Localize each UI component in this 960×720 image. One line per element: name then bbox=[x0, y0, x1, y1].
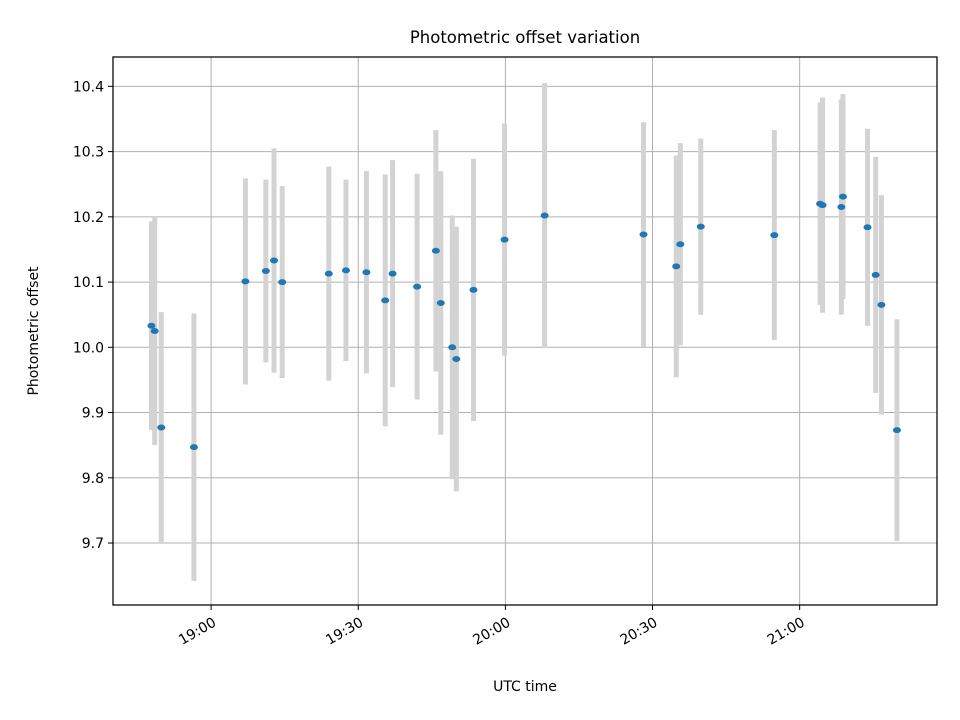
data-point bbox=[696, 223, 705, 230]
y-tick-label: 10.4 bbox=[73, 79, 104, 95]
data-point bbox=[341, 267, 350, 274]
data-point bbox=[324, 270, 333, 277]
data-point bbox=[676, 241, 685, 248]
data-point bbox=[150, 328, 159, 334]
y-tick-label: 10.2 bbox=[73, 210, 104, 226]
y-tick-label: 9.9 bbox=[82, 406, 104, 422]
data-point bbox=[431, 247, 440, 254]
data-point bbox=[469, 286, 478, 293]
data-point bbox=[838, 193, 847, 200]
data-point bbox=[672, 263, 681, 270]
data-point bbox=[241, 278, 250, 285]
y-tick-label: 10.3 bbox=[73, 145, 104, 161]
data-point bbox=[639, 231, 648, 238]
data-point bbox=[362, 269, 371, 276]
y-tick-label: 10.0 bbox=[73, 340, 104, 356]
y-tick-label: 9.8 bbox=[82, 471, 104, 487]
data-point bbox=[818, 202, 827, 209]
data-point bbox=[413, 283, 422, 290]
y-tick-label: 10.1 bbox=[73, 275, 104, 291]
data-point bbox=[157, 424, 166, 431]
data-point bbox=[837, 204, 846, 211]
data-point bbox=[270, 257, 279, 264]
x-axis-label: UTC time bbox=[493, 679, 557, 695]
data-point bbox=[770, 232, 779, 239]
y-axis-ticks: 9.7 9.8 9.9 10.0 10.1 10.2 10.3 10.4 bbox=[73, 79, 113, 552]
chart-title: Photometric offset variation bbox=[410, 28, 640, 47]
data-point bbox=[500, 236, 509, 243]
data-point bbox=[871, 271, 880, 278]
data-point bbox=[147, 322, 156, 329]
data-point bbox=[261, 267, 270, 274]
plot-frame bbox=[112, 56, 938, 606]
data-point bbox=[452, 356, 461, 363]
data-point bbox=[448, 344, 457, 351]
y-axis-label: Photometric offset bbox=[26, 266, 42, 396]
y-tick-label: 9.7 bbox=[82, 536, 104, 552]
data-point bbox=[863, 224, 872, 231]
data-point bbox=[278, 279, 287, 286]
grid bbox=[113, 57, 937, 605]
data-point bbox=[436, 299, 445, 306]
data-point bbox=[189, 444, 198, 451]
data-point bbox=[388, 270, 397, 277]
data-point bbox=[877, 301, 886, 308]
data-point bbox=[381, 297, 390, 304]
data-point bbox=[540, 212, 549, 219]
data-point bbox=[892, 427, 901, 434]
data-points bbox=[147, 193, 901, 451]
